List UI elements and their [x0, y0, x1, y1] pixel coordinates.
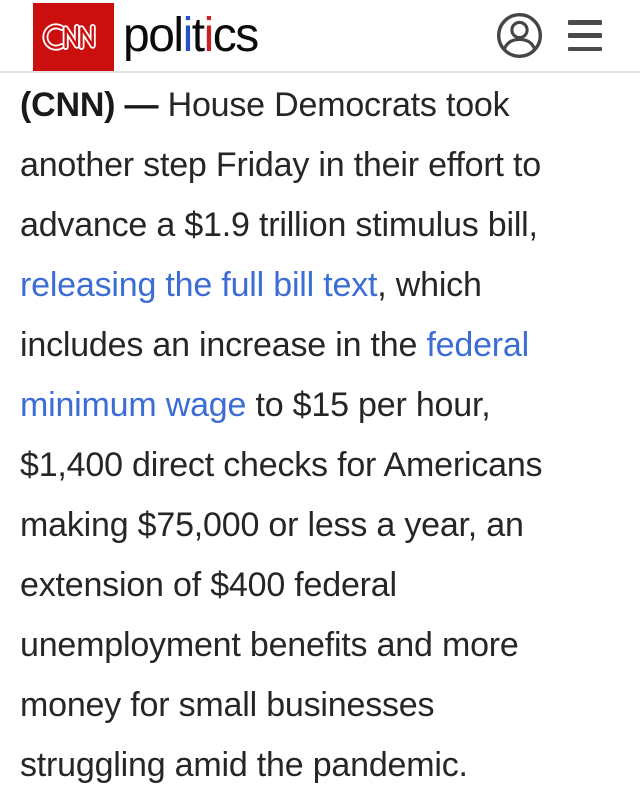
article-line: (CNN) — House Democrats took: [20, 75, 620, 135]
article-line: includes an increase in the federal: [20, 315, 620, 375]
article-line: advance a $1.9 trillion stimulus bill,: [20, 195, 620, 255]
article-text: another step Friday in their effort to: [20, 146, 541, 184]
article-text: to $15 per hour,: [246, 386, 491, 424]
article-text: making $75,000 or less a year, an: [20, 506, 524, 544]
cnn-logo[interactable]: [33, 3, 114, 71]
article-text: unemployment benefits and more: [20, 626, 519, 664]
article-line: unemployment benefits and more: [20, 615, 620, 675]
politics-wordmark[interactable]: politics: [123, 0, 260, 72]
article-line: another step Friday in their effort to: [20, 135, 620, 195]
wordmark-letter: i: [182, 8, 194, 62]
article-line: making $75,000 or less a year, an: [20, 495, 620, 555]
article-line: money for small businesses: [20, 675, 620, 735]
article-line: extension of $400 federal: [20, 555, 620, 615]
article-text: (CNN) —: [20, 86, 168, 124]
article-line: minimum wage to $15 per hour,: [20, 375, 620, 435]
article-text: struggling amid the pandemic.: [20, 746, 468, 784]
article-text: includes an increase in the: [20, 326, 427, 364]
article-link[interactable]: releasing the full bill text: [20, 266, 378, 304]
wordmark-letter: cs: [212, 8, 260, 62]
article-text: $1,400 direct checks for Americans: [20, 446, 543, 484]
menu-bar: [568, 46, 602, 51]
site-header: politics: [0, 0, 640, 73]
article-text: money for small businesses: [20, 686, 435, 724]
article-link[interactable]: minimum wage: [20, 386, 247, 424]
article-text: extension of $400 federal: [20, 566, 397, 604]
cnn-logo-icon: [41, 23, 96, 51]
wordmark-letter: t: [191, 8, 205, 62]
article-line: releasing the full bill text, which: [20, 255, 620, 315]
menu-bar: [568, 20, 602, 25]
article-line: $1,400 direct checks for Americans: [20, 435, 620, 495]
wordmark-letter: i: [203, 8, 215, 62]
hamburger-menu-icon[interactable]: [568, 20, 602, 51]
account-icon-glyph: [497, 13, 542, 58]
article-body: (CNN) — House Democrats took another step…: [0, 73, 640, 793]
article-text: advance a $1.9 trillion stimulus bill,: [20, 206, 538, 244]
article-link[interactable]: federal: [426, 326, 529, 364]
article-text: , which: [377, 266, 482, 304]
menu-bar: [568, 33, 602, 38]
account-icon[interactable]: [496, 12, 543, 59]
wordmark-letter: pol: [123, 8, 184, 62]
article-text: House Democrats took: [167, 86, 510, 124]
article-line: struggling amid the pandemic.: [20, 735, 620, 793]
